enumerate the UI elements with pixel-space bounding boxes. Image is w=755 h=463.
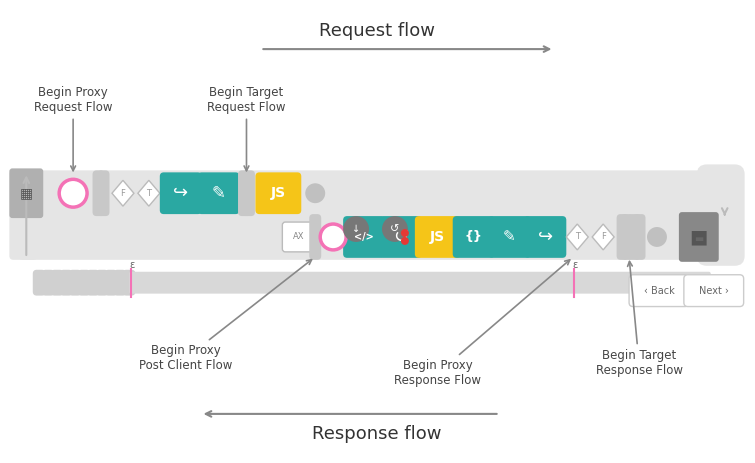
FancyBboxPatch shape (684, 275, 744, 307)
FancyBboxPatch shape (129, 272, 710, 294)
FancyBboxPatch shape (243, 170, 255, 216)
Text: Begin Target
Response Flow: Begin Target Response Flow (596, 262, 683, 377)
FancyBboxPatch shape (621, 214, 633, 260)
FancyBboxPatch shape (78, 270, 91, 295)
Text: Next ›: Next › (699, 286, 729, 296)
Circle shape (320, 224, 346, 250)
Text: ↺: ↺ (390, 224, 399, 234)
FancyBboxPatch shape (60, 270, 72, 295)
FancyBboxPatch shape (238, 170, 250, 216)
Text: F: F (121, 189, 125, 198)
Text: Request flow: Request flow (319, 22, 435, 40)
Circle shape (647, 227, 667, 247)
Circle shape (343, 216, 369, 242)
FancyBboxPatch shape (453, 216, 495, 258)
FancyBboxPatch shape (633, 214, 646, 260)
Circle shape (59, 179, 87, 207)
Circle shape (382, 216, 408, 242)
Text: ↪: ↪ (538, 228, 553, 246)
FancyBboxPatch shape (310, 214, 321, 260)
FancyBboxPatch shape (122, 270, 135, 295)
Circle shape (401, 229, 409, 237)
Polygon shape (592, 224, 614, 250)
Text: ‹ Back: ‹ Back (643, 286, 674, 296)
Text: ✎: ✎ (503, 230, 516, 244)
Text: Begin Proxy
Response Flow: Begin Proxy Response Flow (394, 260, 570, 387)
Text: Begin Proxy
Request Flow: Begin Proxy Request Flow (34, 86, 112, 171)
FancyBboxPatch shape (343, 216, 385, 258)
FancyBboxPatch shape (525, 216, 566, 258)
Text: ↺: ↺ (393, 228, 408, 246)
FancyBboxPatch shape (282, 222, 314, 252)
FancyBboxPatch shape (104, 270, 118, 295)
FancyBboxPatch shape (629, 275, 689, 307)
Text: ■: ■ (689, 227, 708, 246)
FancyBboxPatch shape (113, 270, 126, 295)
Text: ✎: ✎ (211, 184, 226, 202)
Text: JS: JS (430, 230, 445, 244)
Text: ▦: ▦ (20, 186, 33, 200)
Text: T: T (146, 189, 151, 198)
FancyBboxPatch shape (380, 216, 422, 258)
Text: </>: </> (354, 232, 374, 242)
Text: ε: ε (129, 260, 134, 270)
FancyBboxPatch shape (51, 270, 63, 295)
Circle shape (305, 183, 325, 203)
FancyBboxPatch shape (679, 212, 719, 262)
FancyBboxPatch shape (18, 214, 724, 260)
Text: Begin Target
Request Flow: Begin Target Request Flow (207, 86, 285, 171)
Text: JS: JS (271, 186, 286, 200)
FancyBboxPatch shape (255, 172, 301, 214)
Text: Response flow: Response flow (313, 425, 442, 443)
FancyBboxPatch shape (96, 270, 109, 295)
FancyBboxPatch shape (69, 270, 82, 295)
Circle shape (401, 237, 409, 245)
FancyBboxPatch shape (9, 169, 43, 218)
FancyBboxPatch shape (697, 164, 744, 266)
Text: Begin Proxy
Post Client Flow: Begin Proxy Post Client Flow (139, 260, 312, 372)
FancyBboxPatch shape (87, 270, 100, 295)
Text: ↓: ↓ (352, 224, 360, 234)
Text: AX: AX (292, 232, 304, 242)
FancyBboxPatch shape (488, 216, 531, 258)
Polygon shape (138, 180, 160, 206)
FancyBboxPatch shape (9, 170, 37, 260)
FancyBboxPatch shape (18, 170, 724, 216)
Text: {}: {} (465, 231, 482, 244)
Text: ↪: ↪ (173, 184, 188, 202)
FancyBboxPatch shape (414, 216, 461, 258)
FancyBboxPatch shape (97, 170, 109, 216)
Text: ε: ε (572, 260, 578, 270)
Text: T: T (575, 232, 580, 242)
Polygon shape (566, 224, 588, 250)
FancyBboxPatch shape (617, 214, 629, 260)
FancyBboxPatch shape (32, 270, 46, 295)
Polygon shape (112, 180, 134, 206)
Text: F: F (601, 232, 606, 242)
FancyBboxPatch shape (160, 172, 202, 214)
FancyBboxPatch shape (42, 270, 54, 295)
FancyBboxPatch shape (198, 172, 239, 214)
Text: ▬: ▬ (694, 234, 704, 244)
FancyBboxPatch shape (629, 214, 640, 260)
FancyBboxPatch shape (93, 170, 104, 216)
